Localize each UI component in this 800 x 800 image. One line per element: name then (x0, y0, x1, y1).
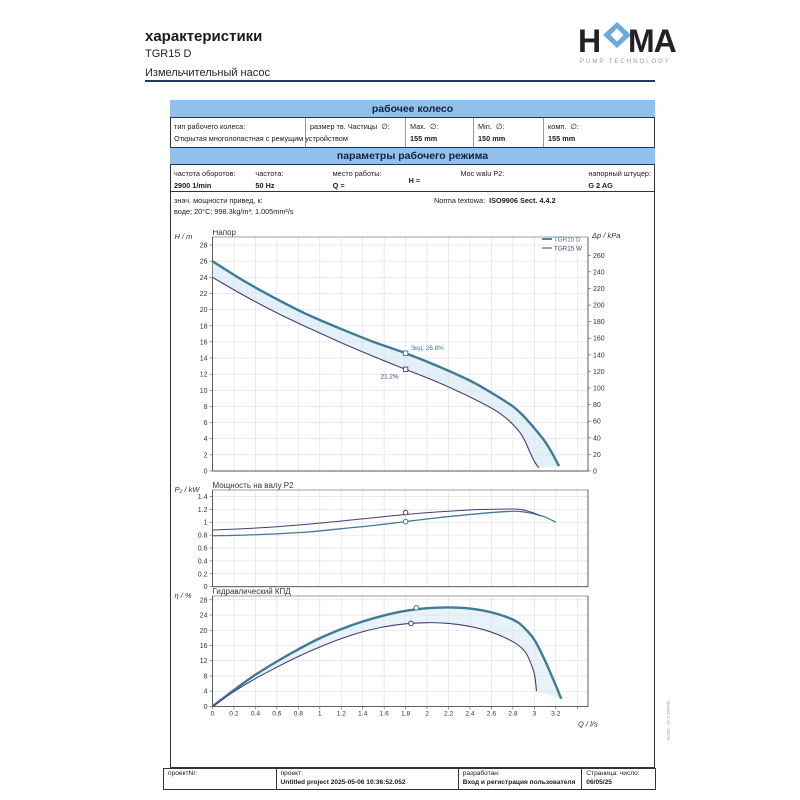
svg-text:2.8: 2.8 (508, 710, 518, 717)
svg-text:0: 0 (211, 710, 215, 717)
svg-text:MA: MA (628, 23, 677, 59)
svg-text:24: 24 (200, 613, 208, 620)
svg-text:0: 0 (593, 469, 597, 476)
svg-text:140: 140 (593, 352, 605, 359)
svg-text:1.6: 1.6 (380, 710, 390, 717)
svg-text:20: 20 (593, 452, 601, 459)
svg-text:28: 28 (200, 597, 208, 604)
svg-text:0.2: 0.2 (198, 571, 208, 578)
svg-text:2.6: 2.6 (487, 710, 497, 717)
svg-text:22: 22 (200, 291, 208, 298)
svg-text:80: 80 (593, 402, 601, 409)
svg-text:20: 20 (200, 307, 208, 314)
svg-text:120: 120 (593, 369, 605, 376)
svg-text:PUMP TECHNOLOGY: PUMP TECHNOLOGY (580, 59, 671, 65)
svg-text:180: 180 (593, 319, 605, 326)
svg-text:H: H (578, 23, 600, 59)
svg-text:28: 28 (200, 243, 208, 250)
svg-text:1.2: 1.2 (198, 507, 208, 514)
svg-text:η / %: η / % (175, 591, 192, 600)
svg-text:18: 18 (200, 323, 208, 330)
svg-text:2.2: 2.2 (444, 710, 454, 717)
svg-text:Напор: Напор (213, 230, 237, 237)
svg-text:H / m: H / m (175, 232, 193, 241)
svg-text:0.8: 0.8 (294, 710, 304, 717)
svg-text:220: 220 (593, 286, 605, 293)
svg-text:1: 1 (318, 710, 322, 717)
svg-text:TGR15 D: TGR15 D (554, 236, 581, 243)
svg-text:Δp / kPa: Δp / kPa (591, 231, 620, 240)
svg-text:0.6: 0.6 (198, 546, 208, 553)
svg-text:1.4: 1.4 (358, 710, 368, 717)
svg-text:Q / l/s: Q / l/s (578, 719, 598, 728)
svg-text:6: 6 (204, 420, 208, 427)
svg-text:1.8: 1.8 (401, 710, 411, 717)
svg-text:0.4: 0.4 (198, 558, 208, 565)
svg-text:26: 26 (200, 259, 208, 266)
svg-text:3: 3 (532, 710, 536, 717)
svg-text:8: 8 (204, 673, 208, 680)
svg-text:0.8: 0.8 (198, 533, 208, 540)
svg-text:260: 260 (593, 253, 605, 260)
svg-text:1.2: 1.2 (337, 710, 347, 717)
svg-text:200: 200 (593, 303, 605, 310)
svg-text:2: 2 (204, 452, 208, 459)
svg-text:160: 160 (593, 336, 605, 343)
svg-text:10: 10 (200, 388, 208, 395)
svg-text:Мощность на валу P2: Мощность на валу P2 (213, 481, 295, 490)
svg-text:60: 60 (593, 419, 601, 426)
svg-text:8: 8 (204, 404, 208, 411)
svg-text:0: 0 (204, 584, 208, 591)
svg-text:1: 1 (204, 520, 208, 527)
svg-text:16: 16 (200, 643, 208, 650)
svg-text:Эид: 26.8%: Эид: 26.8% (411, 345, 444, 352)
svg-text:21.2%: 21.2% (381, 373, 399, 380)
svg-text:4: 4 (204, 436, 208, 443)
svg-text:4: 4 (204, 689, 208, 696)
svg-text:40: 40 (593, 435, 601, 442)
svg-text:3.2: 3.2 (551, 710, 561, 717)
svg-text:100: 100 (593, 386, 605, 393)
svg-text:24: 24 (200, 275, 208, 282)
svg-text:1.4: 1.4 (198, 494, 208, 501)
svg-text:16: 16 (200, 339, 208, 346)
svg-text:0.4: 0.4 (251, 710, 261, 717)
svg-text:TGR15 W: TGR15 W (554, 245, 582, 252)
svg-text:0.2: 0.2 (229, 710, 239, 717)
svg-text:0: 0 (204, 469, 208, 476)
svg-text:12: 12 (200, 658, 208, 665)
svg-text:0: 0 (204, 704, 208, 711)
svg-text:2.4: 2.4 (465, 710, 475, 717)
svg-text:12: 12 (200, 372, 208, 379)
svg-text:14: 14 (200, 356, 208, 363)
svg-text:2: 2 (425, 710, 429, 717)
svg-text:Гидравлический КПД: Гидравлический КПД (213, 587, 292, 596)
svg-text:240: 240 (593, 269, 605, 276)
svg-text:0.6: 0.6 (272, 710, 282, 717)
svg-text:P₂ / kW: P₂ / kW (175, 485, 201, 494)
svg-text:20: 20 (200, 628, 208, 635)
